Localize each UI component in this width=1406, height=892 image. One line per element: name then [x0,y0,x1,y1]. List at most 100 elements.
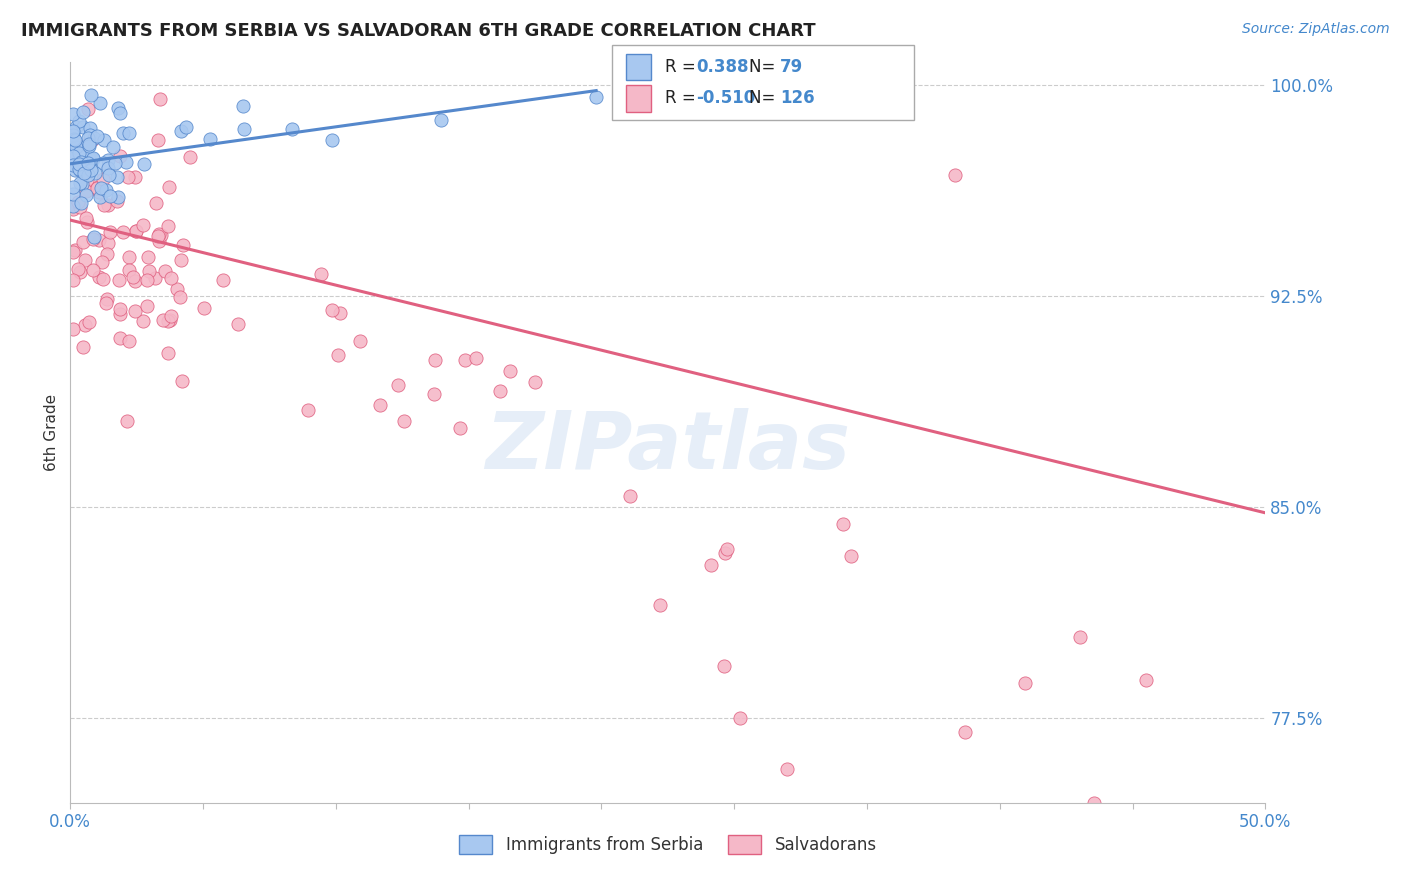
Point [62,145,84,159]
Point [91,272,114,286]
Point [97,236,120,251]
Point [73,161,96,175]
Point [72,120,94,135]
Point [73,138,96,153]
Point [160,309,183,323]
Point [281,122,304,136]
Point [149,227,172,242]
Point [73,166,96,180]
Point [499,364,522,378]
Point [728,711,751,725]
Point [387,377,409,392]
Point [65,120,87,134]
Point [79,132,101,146]
Point [776,762,799,776]
Point [87,186,110,200]
Point [118,250,141,264]
Point [67,157,90,171]
Point [136,251,159,265]
Point [72,235,94,250]
Point [67,114,90,128]
Point [62,187,84,202]
Point [174,120,197,134]
Point [118,126,141,140]
Point [193,301,215,316]
Point [1135,673,1157,688]
Point [169,290,191,304]
Point [75,155,97,169]
Point [1069,631,1091,645]
Point [62,200,84,214]
Point [131,218,153,232]
Point [76,156,98,170]
Point [138,264,160,278]
Point [110,307,132,321]
Point [368,398,391,412]
Point [108,331,131,345]
Point [108,149,131,163]
Point [832,516,855,531]
Point [96,292,118,306]
Point [72,105,94,120]
Point [62,273,84,287]
Point [101,139,124,153]
Point [79,128,101,142]
Point [62,202,84,216]
Point [76,215,98,229]
Point [430,113,453,128]
Point [714,546,737,560]
Point [63,132,86,146]
Point [321,133,343,147]
Point [170,253,193,268]
Text: 79: 79 [780,58,804,76]
Y-axis label: 6th Grade: 6th Grade [44,394,59,471]
Point [80,88,103,103]
Text: ZIPatlas: ZIPatlas [485,409,851,486]
Point [423,352,446,367]
Point [94,183,117,197]
Point [148,227,170,242]
Point [79,136,101,151]
Point [70,155,93,169]
Point [77,151,100,165]
Point [98,189,121,203]
Point [69,176,91,190]
Point [77,168,100,182]
Text: R =: R = [665,89,702,107]
Point [67,162,90,177]
Point [524,375,547,389]
Point [86,181,108,195]
Point [489,384,512,399]
Point [124,274,146,288]
Point [118,262,141,277]
Point [70,196,93,211]
Point [108,301,131,316]
Point [454,352,477,367]
Point [93,198,115,212]
Point [76,172,98,186]
Point [62,147,84,161]
Point [110,105,132,120]
Point [104,156,127,170]
Point [713,659,735,673]
Point [716,542,738,557]
Point [63,243,86,257]
Point [297,403,319,417]
Point [62,128,84,142]
Text: Source: ZipAtlas.com: Source: ZipAtlas.com [1241,22,1389,37]
Point [321,303,343,318]
Point [82,152,104,166]
Point [125,224,148,238]
Point [80,133,103,147]
Point [309,267,332,281]
Point [170,124,193,138]
Point [107,273,129,287]
Point [136,272,159,286]
Point [62,180,84,194]
Point [648,599,671,613]
Point [232,98,254,112]
Point [62,124,84,138]
Point [97,198,120,212]
Point [66,194,89,209]
Point [82,232,104,246]
